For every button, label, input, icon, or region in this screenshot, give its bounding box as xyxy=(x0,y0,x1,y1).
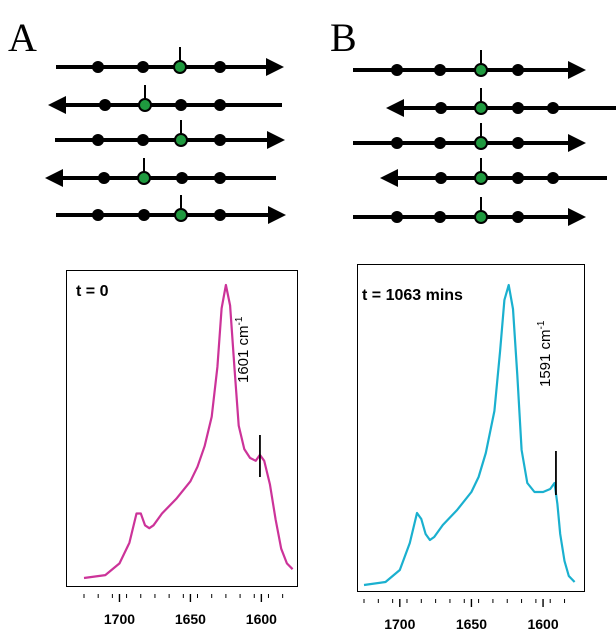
panel-a-letter: A xyxy=(8,15,37,60)
strand-a2-residue xyxy=(214,99,226,111)
strand-b2-residue xyxy=(547,102,559,114)
spectrum-a-time-label: t = 0 xyxy=(76,283,109,300)
strand-a5 xyxy=(56,195,286,224)
strand-a3-residue xyxy=(92,134,104,146)
strand-a3 xyxy=(55,120,285,149)
spectrum-a-peak-sup: -1 xyxy=(234,316,245,326)
strand-diagram xyxy=(45,47,616,226)
strand-a5-arrowhead xyxy=(268,206,286,224)
spectrum-a-peak-text: 1601 cm xyxy=(235,325,252,383)
strand-b2-arrowhead xyxy=(386,99,404,117)
strand-b5-residue xyxy=(391,211,403,223)
strand-a2-green-residue xyxy=(138,98,152,112)
strand-a4-residue xyxy=(98,172,110,184)
spectrum-a-peak-label: 1601 cm-1 xyxy=(234,317,252,383)
strand-b2-residue xyxy=(512,102,524,114)
spectrum-a-plot: 1700 1650 1600 xyxy=(83,283,294,627)
panel-b-letter: B xyxy=(330,15,357,60)
strand-a2-residue xyxy=(99,99,111,111)
spectrum-b-plot: 1700 1650 1600 xyxy=(363,283,576,632)
spectrum-a-trace xyxy=(83,283,294,580)
strand-a4-arrowhead xyxy=(45,169,63,187)
strand-a1-arrowhead xyxy=(266,58,284,76)
strand-a1-residue xyxy=(137,61,149,73)
strand-b3-residue xyxy=(434,137,446,149)
strand-a2-arrowhead xyxy=(48,96,66,114)
spectrum-b-xtick-label: 1600 xyxy=(527,616,558,632)
strand-b3 xyxy=(353,123,586,152)
strand-b4-residue xyxy=(547,172,559,184)
strand-b5 xyxy=(353,197,586,226)
strand-b5-residue xyxy=(512,211,524,223)
strand-b5-residue xyxy=(434,211,446,223)
spectrum-a: t = 0 1700 1650 1600 1601 cm-1 xyxy=(56,263,302,637)
strand-a1-residue xyxy=(214,61,226,73)
spectrum-b-peak-text: 1591 cm xyxy=(537,329,554,387)
strand-a3-residue xyxy=(137,134,149,146)
strand-b4-arrowhead xyxy=(380,169,398,187)
strand-a5-residue xyxy=(138,209,150,221)
strand-b3-arrowhead xyxy=(568,134,586,152)
strand-a3-arrowhead xyxy=(267,131,285,149)
strand-b1-green-residue xyxy=(474,63,488,77)
strand-a1-residue xyxy=(92,61,104,73)
strand-a5-residue xyxy=(214,209,226,221)
strand-b4-green-residue xyxy=(474,171,488,185)
strand-a1 xyxy=(56,47,284,76)
strand-b3-residue xyxy=(512,137,524,149)
strand-b5-arrowhead xyxy=(568,208,586,226)
spectrum-b-xtick-label: 1650 xyxy=(456,616,487,632)
strand-b2-residue xyxy=(435,102,447,114)
spectrum-b-peak-sup: -1 xyxy=(536,320,547,330)
strand-a2-residue xyxy=(175,99,187,111)
strand-a4 xyxy=(45,158,276,187)
spectrum-b: t = 1063 mins 1700 1650 1600 1591 cm-1 xyxy=(346,257,586,637)
spectrum-a-xtick-label: 1650 xyxy=(175,611,206,627)
strand-a4-green-residue xyxy=(137,171,151,185)
strand-a1-green-residue xyxy=(173,60,187,74)
spectrum-b-time-label: t = 1063 mins xyxy=(362,287,463,304)
spectrum-b-peak-label: 1591 cm-1 xyxy=(536,321,554,387)
strand-a4-residue xyxy=(214,172,226,184)
strand-a4-residue xyxy=(176,172,188,184)
strand-a5-residue xyxy=(92,209,104,221)
spectrum-b-trace xyxy=(363,283,576,587)
strand-b2 xyxy=(386,88,616,117)
strand-b1-residue xyxy=(434,64,446,76)
strand-b5-green-residue xyxy=(474,210,488,224)
strand-a2 xyxy=(48,85,282,114)
strand-b1 xyxy=(353,50,586,79)
strand-a3-residue xyxy=(214,134,226,146)
spectrum-b-xtick-label: 1700 xyxy=(384,616,415,632)
strand-b2-green-residue xyxy=(474,101,488,115)
strand-b3-green-residue xyxy=(474,136,488,150)
spectrum-a-xtick-label: 1600 xyxy=(246,611,277,627)
strand-b1-arrowhead xyxy=(568,61,586,79)
strand-b3-residue xyxy=(391,137,403,149)
strand-b4-residue xyxy=(435,172,447,184)
strand-a3-green-residue xyxy=(174,133,188,147)
strand-a5-green-residue xyxy=(174,208,188,222)
spectrum-b-frame xyxy=(357,264,585,592)
spectrum-a-frame xyxy=(66,270,298,587)
strand-b1-residue xyxy=(512,64,524,76)
strand-b4-residue xyxy=(512,172,524,184)
strand-b1-residue xyxy=(391,64,403,76)
spectrum-a-xtick-label: 1700 xyxy=(104,611,135,627)
strand-b4 xyxy=(380,158,607,187)
